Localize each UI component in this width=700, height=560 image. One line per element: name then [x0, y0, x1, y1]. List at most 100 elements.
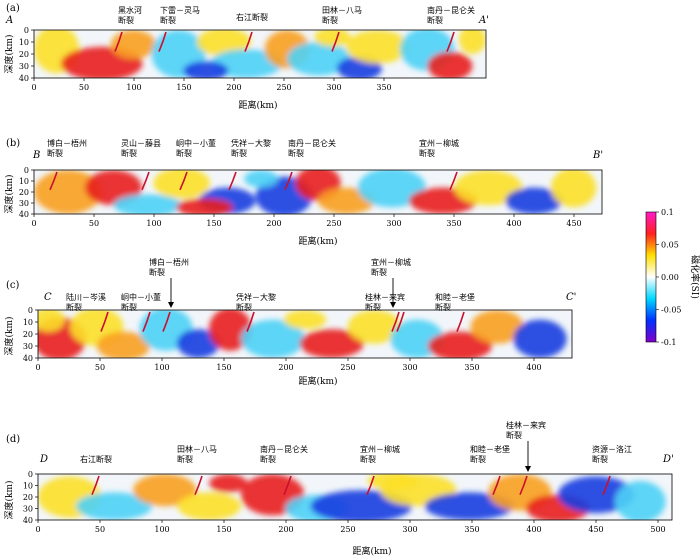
anomaly-blob: [96, 331, 151, 358]
fault-label-line: 下雷－灵马: [160, 6, 200, 15]
fault-label-line: 凭祥－大黎: [231, 138, 271, 148]
y-tick-label: 30: [23, 505, 33, 514]
anomaly-blob: [454, 170, 523, 206]
fault-label-line: 博白－梧州: [149, 257, 189, 267]
anomaly-blob: [299, 329, 364, 358]
panel-letter: (c): [6, 280, 20, 291]
anomaly-blob: [505, 187, 563, 214]
fault-label-line: 断裂: [121, 148, 137, 158]
y-tick-label: 40: [19, 210, 29, 219]
x-tick-label: 300: [402, 525, 417, 534]
x-tick-label: 50: [79, 83, 89, 92]
anomaly-blob: [176, 329, 220, 358]
fault-label-line: 断裂: [506, 430, 522, 440]
fault-trace: [456, 311, 465, 332]
x-tick-label: 250: [340, 363, 355, 372]
y-tick-label: 40: [23, 516, 33, 525]
x-axis-label: 距离(km): [352, 545, 391, 557]
fault-label-line: 断裂: [365, 302, 381, 312]
fault-label-line: 宜州－柳城: [360, 444, 400, 454]
x-tick-label: 0: [35, 363, 40, 372]
fault-trace: [244, 31, 253, 52]
x-tick-label: 100: [154, 525, 169, 534]
fault-label-line: 断裂: [470, 454, 486, 464]
x-tick-label: 200: [278, 363, 293, 372]
x-tick-label: 350: [464, 525, 479, 534]
anomaly-blob: [176, 198, 233, 214]
x-tick-label: 400: [526, 363, 541, 372]
x-tick-label: 100: [146, 219, 161, 228]
anomaly-blob: [287, 42, 351, 76]
x-tick-label: 450: [566, 219, 581, 228]
fault-label-line: 断裂: [260, 454, 276, 464]
fault-label-line: 断裂: [419, 148, 435, 158]
fault-label-line: 右江断裂: [80, 454, 112, 464]
fault-trace: [142, 311, 151, 332]
fault-trace: [91, 475, 100, 496]
colorbar: 0.1 0.05 0.00 -0.05 -0.1 磁化率(SI): [645, 208, 700, 347]
anomaly-blob: [183, 61, 229, 78]
fault-label-line: 断裂: [288, 148, 304, 158]
fault-label-line: 右江断裂: [236, 12, 268, 22]
section-image: [38, 474, 672, 520]
fault-trace: [492, 475, 501, 496]
panel-letter: (b): [6, 138, 20, 149]
fault-label-line: 断裂: [236, 302, 252, 312]
y-tick-label: 40: [23, 354, 33, 363]
fault-label-line: 博白－梧州: [47, 138, 87, 148]
anomaly-blob: [513, 319, 567, 358]
fault-label-line: 资源－洛江: [592, 444, 632, 454]
fault-label-line: 断裂: [371, 267, 387, 277]
x-tick-label: 150: [206, 219, 221, 228]
fault-label: 右江断裂: [80, 454, 112, 464]
colorbar-tick-label: 0.00: [661, 273, 679, 282]
profile-start-label: D: [39, 454, 48, 465]
x-tick-label: 250: [276, 83, 291, 92]
anomaly-blob: [427, 331, 492, 358]
y-axis-label: 深度(km): [3, 316, 15, 355]
x-axis-label: 距离(km): [238, 99, 277, 111]
x-tick-label: 400: [506, 219, 521, 228]
x-tick-label: 400: [526, 525, 541, 534]
fault-label-line: 断裂: [427, 15, 443, 25]
x-tick-label: 300: [386, 219, 401, 228]
section-image: [34, 30, 486, 78]
x-tick-label: 200: [266, 219, 281, 228]
fault-trace: [179, 171, 188, 191]
y-tick-label: 30: [23, 342, 33, 351]
y-tick-label: 0: [24, 166, 29, 175]
y-axis-label: 深度(km): [3, 174, 15, 213]
x-tick-label: 100: [154, 363, 169, 372]
fault-label-line: 田林－八马: [177, 444, 217, 454]
y-tick-label: 10: [19, 38, 29, 47]
fault-label-line: 南丹－昆仑关: [427, 5, 475, 15]
fault-label-line: 峒中－小董: [121, 292, 161, 302]
fault-label-line: 断裂: [176, 148, 192, 158]
fault-label-line: 峒中－小董: [176, 138, 216, 148]
fault-trace: [602, 475, 611, 496]
x-tick-label: 200: [278, 525, 293, 534]
fault-trace: [283, 475, 292, 496]
fault-label-line: 断裂: [177, 454, 193, 464]
fault-trace: [141, 171, 150, 191]
anomaly-blob: [614, 480, 666, 520]
anomaly-blob: [470, 310, 524, 344]
x-tick-label: 500: [650, 525, 665, 534]
anomaly-blob: [153, 170, 211, 199]
fault-label-line: 黑水河: [118, 5, 142, 15]
fault-label-line: 陆川－岑溪: [66, 292, 106, 302]
fault-label-line: 宜州－柳城: [371, 257, 411, 267]
y-tick-label: 0: [28, 306, 33, 315]
anomaly-blob: [209, 474, 248, 493]
fault-label-line: 断裂: [118, 15, 134, 25]
pointer-arrow: [168, 278, 174, 308]
anomaly-blob: [133, 474, 197, 507]
profile-end-label: A': [478, 15, 489, 26]
